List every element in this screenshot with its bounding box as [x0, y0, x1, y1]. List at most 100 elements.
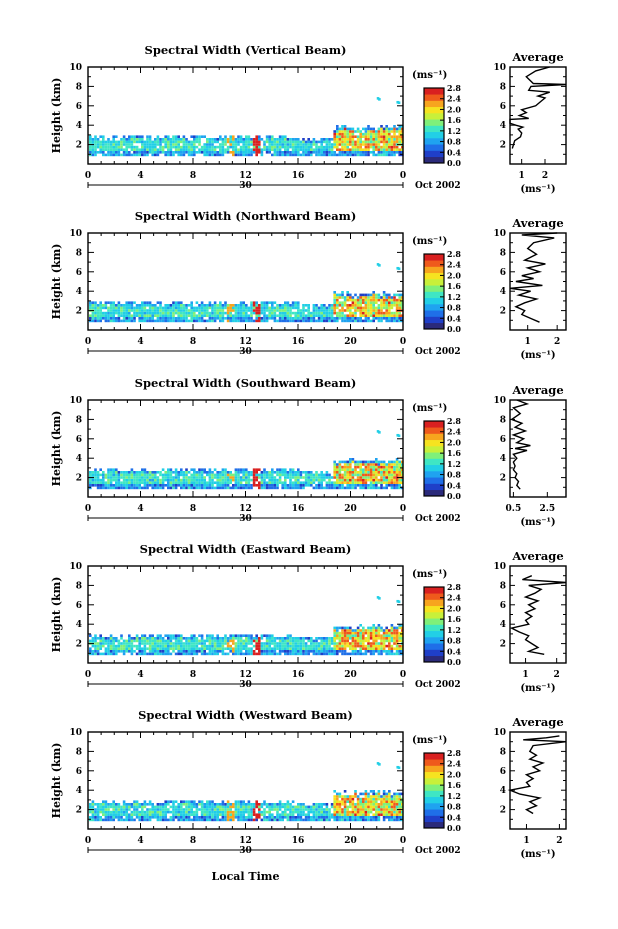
heatmap-cell [263, 473, 266, 477]
heatmap-cell [180, 810, 183, 814]
heatmap-cell [341, 484, 344, 487]
heatmap-cell [390, 484, 394, 487]
profile-y-tick-label: 10 [493, 562, 506, 572]
heatmap-cell [159, 484, 162, 487]
heatmap-cell [237, 476, 240, 479]
heatmap-cell [375, 637, 378, 640]
heatmap-cell [161, 478, 165, 482]
heatmap-cell [320, 481, 323, 484]
heatmap-cell [333, 797, 336, 801]
colorbar-tick-label: 2.4 [447, 94, 461, 104]
heatmap-cell [263, 816, 266, 819]
heatmap-cell [146, 818, 149, 822]
heatmap-cell [211, 145, 214, 149]
heatmap-cell [232, 319, 235, 323]
heatmap-cell [156, 140, 160, 144]
heatmap-cell [161, 486, 165, 490]
colorbar-swatch [424, 605, 444, 613]
heatmap-cell [385, 476, 388, 479]
heatmap-cell [190, 652, 193, 656]
heatmap-cell [107, 813, 110, 816]
heatmap-cell [146, 304, 149, 307]
heatmap-cell [213, 816, 217, 819]
profile-title: Average [511, 549, 563, 563]
heatmap-cell [237, 468, 240, 471]
heatmap-cell [143, 647, 147, 650]
heatmap-cell [112, 642, 115, 645]
heatmap-cell [213, 148, 217, 151]
heatmap-cell [372, 306, 375, 310]
heatmap-cell [343, 800, 347, 803]
colorbar-swatch [424, 593, 444, 600]
heatmap-cell [169, 145, 173, 149]
heatmap-cell [323, 145, 326, 149]
heatmap-cell [138, 647, 141, 650]
heatmap-cell [226, 800, 230, 803]
heatmap-cell [349, 813, 352, 816]
heatmap-cell [141, 481, 144, 484]
heatmap-cell [284, 486, 287, 490]
heatmap-cell [336, 642, 339, 645]
heatmap-cell [229, 135, 232, 138]
heatmap-cell [343, 301, 347, 304]
heatmap-cell [177, 153, 180, 157]
heatmap-cell [169, 639, 173, 643]
heatmap-cell [297, 805, 300, 809]
heatmap-cell [343, 795, 347, 798]
colorbar-swatch [424, 304, 444, 311]
heatmap-cell [151, 478, 154, 482]
heatmap-cell [211, 813, 214, 816]
heatmap-cell [89, 486, 92, 490]
heatmap-cell [317, 306, 321, 310]
heatmap-cell [302, 306, 305, 310]
heatmap-cell [125, 816, 128, 819]
x-tick-label: 20 [344, 670, 357, 680]
heatmap-cell [211, 644, 214, 648]
heatmap-cell [102, 652, 105, 656]
heatmap-cell [341, 319, 344, 323]
heatmap-cell [245, 803, 248, 806]
heatmap-cell [315, 642, 318, 645]
heatmap-cell [333, 810, 336, 814]
heatmap-cell [208, 301, 212, 304]
heatmap-cell [161, 317, 165, 320]
heatmap-cell [372, 637, 375, 640]
heatmap-cell [174, 800, 178, 803]
heatmap-cell [161, 138, 165, 141]
heatmap-cell [234, 813, 238, 816]
heatmap-cell [367, 151, 370, 154]
heatmap-cell [138, 473, 141, 477]
heatmap-cell [390, 145, 394, 149]
heatmap-cell [224, 813, 227, 816]
heatmap-cell [237, 642, 240, 645]
heatmap-cell [208, 803, 212, 806]
heatmap-cell [195, 816, 199, 819]
heatmap-cell [172, 650, 175, 653]
heatmap-cell [351, 486, 355, 490]
heatmap-cell [377, 314, 381, 317]
heatmap-cell [317, 311, 321, 315]
heatmap-cell [239, 301, 243, 304]
heatmap-cell [94, 810, 97, 814]
heatmap-cell [315, 647, 318, 650]
heatmap-cell [224, 805, 227, 809]
heatmap-cell [291, 647, 295, 650]
day-label: 30 [239, 514, 252, 524]
heatmap-cell [260, 481, 264, 484]
heatmap-cell [169, 816, 173, 819]
heatmap-cell [388, 631, 391, 635]
heatmap-cell [286, 314, 290, 317]
heatmap-cell [362, 151, 365, 154]
heatmap-cell [395, 644, 399, 648]
heatmap-cell [299, 647, 303, 650]
heatmap-cell [213, 652, 217, 656]
heatmap-cell [94, 637, 97, 640]
heatmap-cell [388, 135, 391, 138]
heatmap-cell [310, 642, 313, 645]
heatmap-cell [91, 484, 95, 487]
heatmap-cell [213, 309, 217, 312]
heatmap-cell [115, 304, 118, 307]
heatmap-cell [273, 145, 277, 149]
heatmap-cell [154, 309, 157, 312]
heatmap-cell [130, 642, 134, 645]
